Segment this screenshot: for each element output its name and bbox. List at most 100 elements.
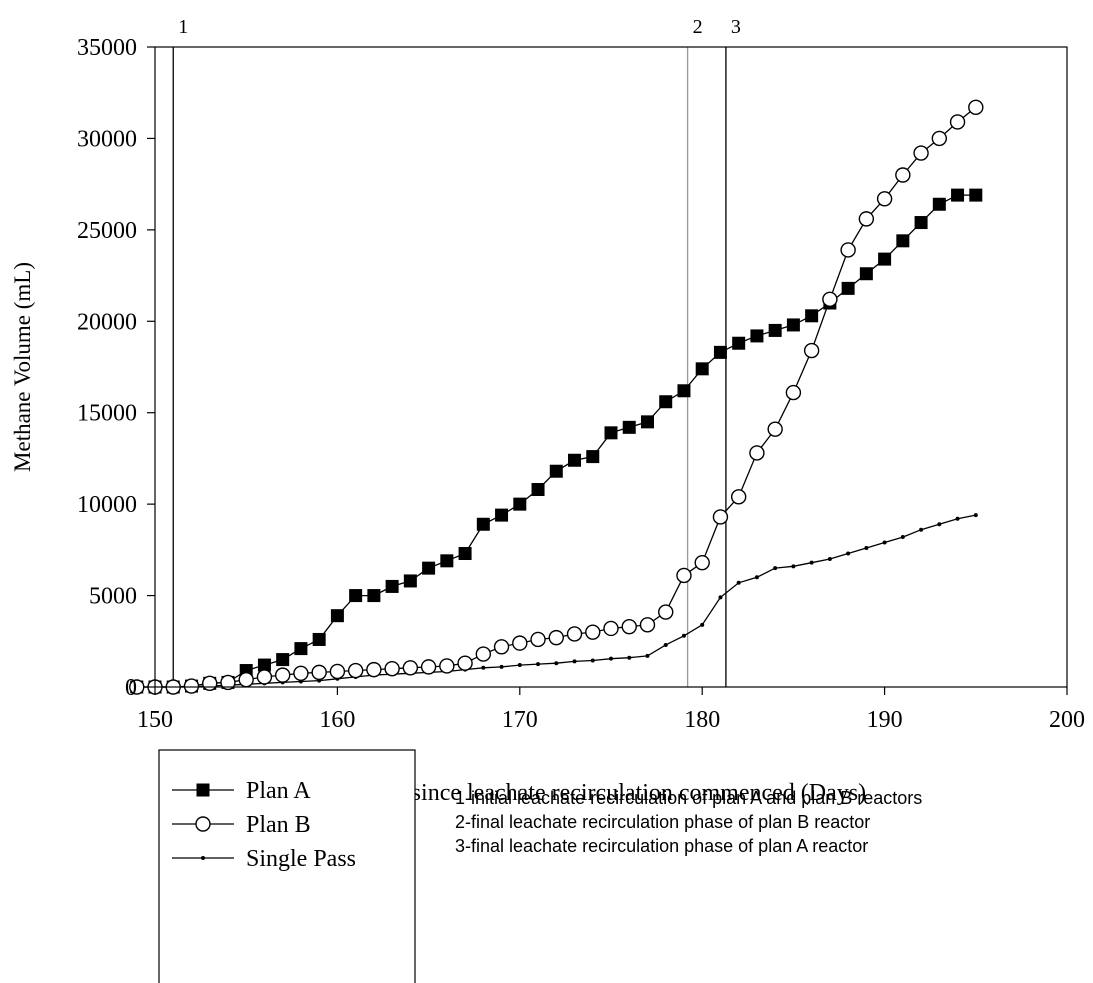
legend: Plan A Plan B Single Pass: [158, 749, 416, 983]
data-point-single-pass: [536, 662, 541, 667]
data-point-plan-a: [257, 658, 271, 672]
data-point-plan-b: [840, 242, 856, 258]
data-point-single-pass: [809, 560, 814, 565]
legend-marker-plan-a: [196, 783, 210, 797]
data-point-plan-b: [876, 191, 893, 207]
data-point-plan-b: [475, 646, 492, 662]
data-point-single-pass: [663, 642, 668, 647]
annotation-note-2: 2-final leachate recirculation phase of …: [455, 812, 871, 832]
data-point-plan-a: [768, 323, 782, 337]
data-point-plan-a: [312, 632, 326, 646]
data-point-single-pass: [754, 575, 759, 580]
data-point-plan-a: [622, 420, 636, 434]
data-point-plan-b: [183, 678, 200, 694]
data-point-single-pass: [882, 540, 887, 545]
data-point-plan-a: [713, 345, 727, 359]
data-point-plan-b: [676, 567, 692, 584]
data-point-plan-a: [604, 426, 618, 440]
data-point-plan-b: [730, 489, 747, 505]
data-point-plan-b: [767, 421, 783, 437]
legend-marker-single-pass: [201, 856, 205, 860]
data-point-plan-b: [439, 658, 455, 674]
data-point-plan-b: [566, 626, 583, 642]
data-point-single-pass: [554, 661, 559, 666]
data-point-single-pass: [864, 546, 869, 551]
data-point-plan-b: [293, 665, 309, 681]
data-point-plan-b: [785, 384, 802, 401]
series-line-plan-b: [136, 106, 977, 688]
data-point-plan-b: [621, 618, 637, 635]
data-point-single-pass: [627, 655, 632, 660]
data-point-single-pass: [827, 557, 832, 561]
x-tick-label: 190: [867, 707, 903, 733]
series-plan-a: [130, 188, 983, 694]
data-point-single-pass: [700, 622, 705, 627]
data-point-plan-b: [493, 639, 510, 655]
data-point-plan-a: [805, 309, 819, 323]
data-point-plan-b: [202, 675, 218, 692]
data-point-plan-b: [913, 145, 929, 161]
data-point-single-pass: [645, 653, 650, 658]
data-point-plan-b: [220, 674, 236, 691]
data-point-single-pass: [590, 658, 595, 663]
data-point-single-pass: [718, 595, 723, 600]
data-point-plan-b: [256, 669, 273, 685]
data-point-plan-b: [803, 342, 820, 359]
data-point-single-pass: [681, 633, 686, 638]
data-point-single-pass: [481, 665, 486, 670]
data-point-plan-a: [640, 415, 654, 429]
data-point-single-pass: [572, 659, 577, 664]
data-point-plan-b: [366, 661, 382, 678]
data-point-plan-b: [639, 617, 656, 633]
data-point-plan-a: [367, 589, 381, 603]
data-point-plan-b: [311, 664, 327, 681]
data-point-plan-b: [931, 130, 948, 147]
data-point-plan-b: [238, 671, 254, 688]
legend-label-plan-b: Plan B: [246, 812, 311, 838]
data-point-plan-a: [385, 579, 399, 593]
data-point-plan-a: [750, 329, 764, 343]
data-point-plan-a: [549, 464, 563, 478]
data-point-plan-b: [585, 624, 601, 640]
data-point-plan-a: [659, 395, 673, 409]
data-point-plan-a: [568, 453, 582, 467]
legend-label-plan-a: Plan A: [246, 778, 311, 804]
data-point-plan-a: [859, 267, 873, 281]
data-point-plan-a: [841, 281, 855, 295]
data-point-plan-b: [548, 629, 564, 646]
y-tick-label: 10000: [77, 492, 137, 518]
y-tick-label: 25000: [77, 218, 137, 244]
data-point-plan-b: [530, 631, 546, 648]
y-tick-label: 5000: [89, 584, 137, 610]
y-tick-label: 20000: [77, 309, 137, 335]
x-tick-label: 200: [1049, 707, 1085, 733]
data-point-plan-a: [476, 517, 490, 531]
data-point-plan-a: [513, 497, 527, 511]
data-point-single-pass: [937, 522, 942, 527]
data-point-single-pass: [919, 527, 924, 532]
data-point-plan-a: [403, 574, 417, 588]
data-point-plan-b: [603, 620, 619, 637]
marker-line-label-3: 3: [731, 16, 741, 38]
data-point-plan-b: [822, 291, 838, 308]
data-point-plan-a: [695, 362, 709, 376]
data-point-plan-b: [420, 659, 437, 675]
data-point-plan-a: [786, 318, 800, 332]
data-point-plan-b: [347, 662, 364, 679]
y-tick-label: 15000: [77, 401, 137, 427]
data-point-plan-a: [932, 197, 946, 211]
data-point-single-pass: [846, 551, 851, 556]
data-point-plan-a: [951, 188, 965, 202]
data-point-plan-a: [495, 508, 509, 522]
data-point-plan-b: [402, 660, 419, 676]
data-point-plan-a: [458, 547, 472, 561]
x-axis-title: Time since leachate recirculation commen…: [356, 780, 866, 806]
data-point-plan-b: [129, 679, 145, 695]
y-tick-label: 35000: [77, 35, 137, 61]
data-point-plan-b: [749, 445, 765, 461]
data-point-plan-b: [658, 604, 674, 620]
data-point-plan-a: [896, 234, 910, 248]
data-point-plan-b: [694, 554, 710, 571]
series-plan-b: [129, 99, 984, 695]
marker-line-label-1: 1: [178, 16, 188, 38]
